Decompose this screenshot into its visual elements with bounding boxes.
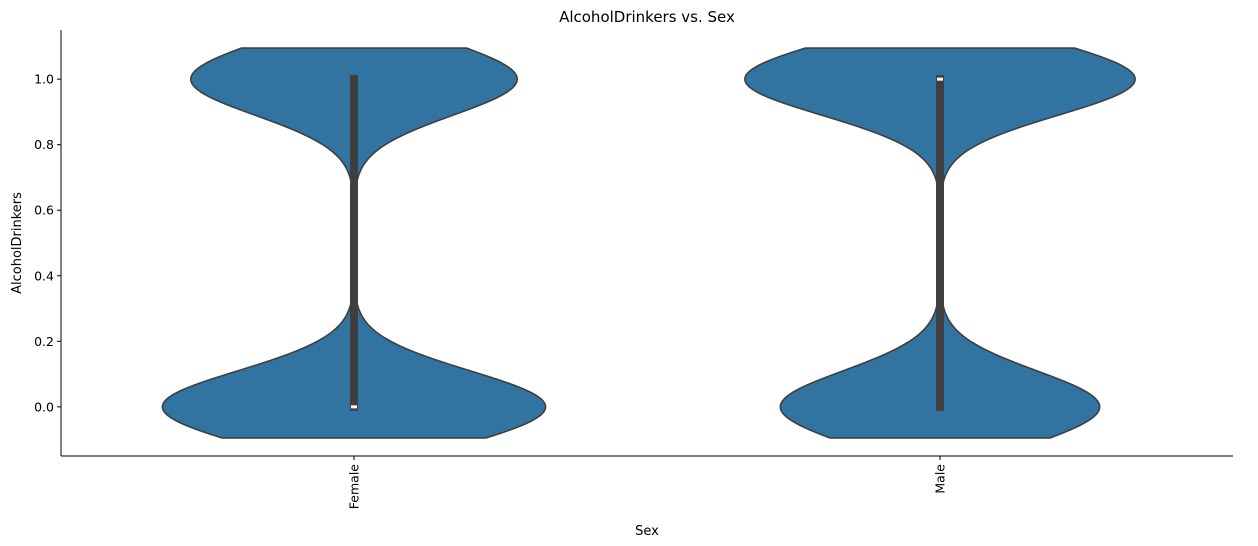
median-marker [351,405,357,409]
x-axis-label: Sex [635,524,659,539]
chart-title: AlcoholDrinkers vs. Sex [559,8,735,26]
y-tick-label: 0.4 [34,268,54,283]
x-tick-label: Female [347,464,362,510]
y-tick-label: 0.2 [34,334,54,349]
y-tick-label: 1.0 [34,72,54,87]
median-marker [937,77,943,81]
plot-area [161,47,1136,439]
x-axis-ticks: Female Male [347,456,948,509]
y-tick-label: 0.6 [34,203,54,218]
y-tick-label: 0.8 [34,137,54,152]
iqr-box [350,75,358,411]
y-tick-label: 0.0 [34,399,54,414]
x-tick-label: Male [933,464,948,494]
y-axis-ticks: 0.0 0.2 0.4 0.6 0.8 1.0 [34,72,61,414]
y-axis-label: AlcoholDrinkers [10,192,25,294]
iqr-box [936,75,944,411]
